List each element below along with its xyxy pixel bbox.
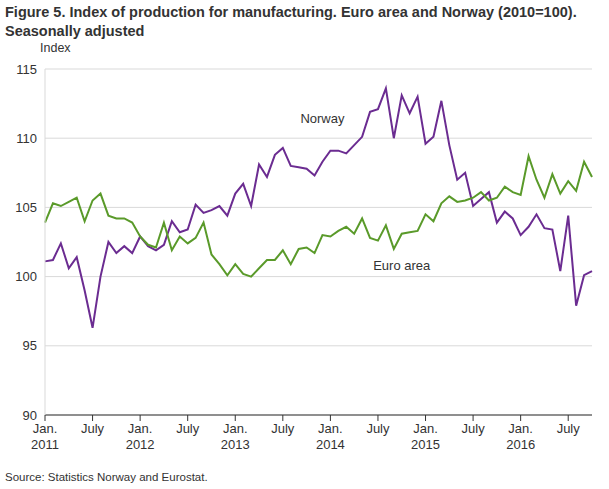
- svg-text:July: July: [557, 421, 581, 436]
- svg-text:July: July: [462, 421, 486, 436]
- html-text:Index: Index: [40, 41, 71, 55]
- svg-text:July: July: [176, 421, 200, 436]
- svg-text:July: July: [366, 421, 390, 436]
- svg-text:100: 100: [15, 269, 37, 284]
- svg-text:Jan.2013: Jan.2013: [221, 421, 250, 452]
- svg-text:Jan.2014: Jan.2014: [316, 421, 345, 452]
- svg-text:Euro area: Euro area: [373, 258, 431, 273]
- html-text:Figure 5. Index of production: Figure 5. Index of production for manufa…: [5, 4, 577, 39]
- svg-text:July: July: [81, 421, 105, 436]
- svg-text:Jan.2011: Jan.2011: [31, 421, 59, 452]
- svg-text:110: 110: [16, 131, 37, 146]
- svg-text:Jan.2016: Jan.2016: [506, 421, 535, 452]
- svg-text:95: 95: [23, 338, 37, 353]
- svg-text:115: 115: [16, 62, 37, 77]
- svg-text:90: 90: [23, 408, 37, 423]
- svg-text:Norway: Norway: [300, 111, 345, 126]
- html-text:Source: Statistics Norway and: Source: Statistics Norway and Eurostat.: [5, 471, 208, 483]
- svg-text:Jan.2012: Jan.2012: [126, 421, 155, 452]
- svg-text:Jan.2015: Jan.2015: [411, 421, 440, 452]
- svg-text:105: 105: [15, 200, 37, 215]
- svg-text:July: July: [271, 421, 295, 436]
